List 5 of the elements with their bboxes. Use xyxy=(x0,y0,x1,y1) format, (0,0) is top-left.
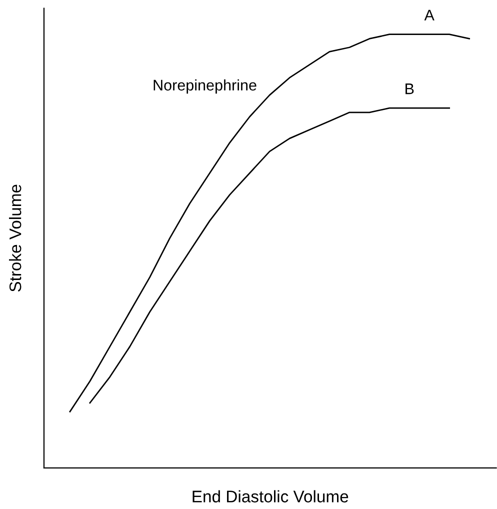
series-label: A xyxy=(424,10,434,20)
annotation: Norepinephrine xyxy=(154,79,256,94)
y-axis-title: Stroke Volume xyxy=(9,184,22,292)
series-label: B xyxy=(406,84,414,94)
x-axis-title: End Diastolic Volume xyxy=(192,490,348,502)
